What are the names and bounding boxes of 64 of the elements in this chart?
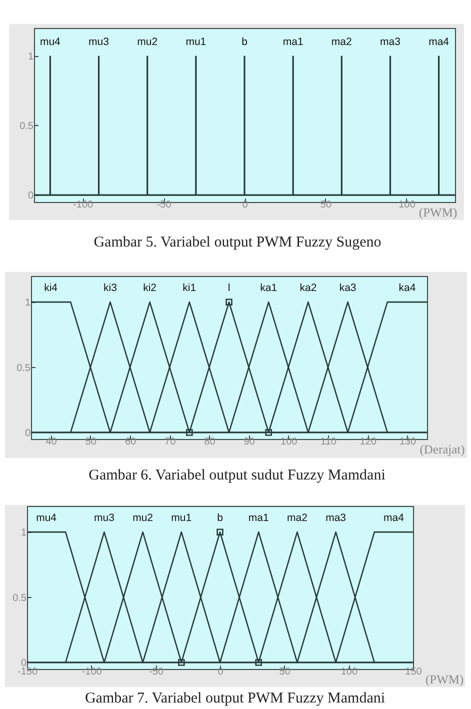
- series-label: b: [217, 512, 224, 524]
- series-label: mu3: [88, 36, 110, 48]
- series-label: ma4: [428, 36, 450, 48]
- series-label: ka3: [339, 282, 356, 294]
- series-label: mu2: [137, 36, 158, 48]
- series-label: mu3: [94, 512, 115, 524]
- x-tick-label: 0: [242, 200, 248, 210]
- x-axis-title: (Derajat): [420, 442, 465, 456]
- series-label: mu4: [40, 36, 61, 48]
- x-tick-label: 0: [218, 666, 224, 678]
- x-tick-label: 50: [85, 436, 97, 448]
- x-tick-label: 80: [204, 436, 216, 448]
- x-tick-label: 50: [279, 666, 291, 678]
- series-label: ka1: [260, 282, 278, 294]
- series-label: l: [228, 282, 230, 294]
- series-label: mu1: [171, 512, 192, 524]
- y-tick-label: 0.5: [16, 362, 31, 374]
- y-tick-label: 0: [28, 190, 34, 202]
- text: Gambar 5. Variabel output PWM Fuzzy Sugeno: [94, 234, 382, 250]
- series-label: ma2: [331, 36, 352, 48]
- text: Gambar 6. Variabel output sudut Fuzzy Mamdani: [88, 468, 386, 484]
- y-tick-label: 1: [20, 528, 27, 539]
- series-label: ki3: [103, 282, 118, 294]
- series-label: ki2: [143, 282, 157, 294]
- x-tick-label: -100: [73, 200, 94, 210]
- y-tick-label: 1: [24, 298, 31, 309]
- series-label: ma1: [282, 36, 304, 48]
- x-tick-label: 100: [280, 436, 298, 448]
- series-label: mu4: [36, 512, 57, 524]
- x-tick-label: 110: [320, 436, 337, 448]
- x-tick-label: 100: [340, 666, 358, 678]
- series-label: mu2: [132, 512, 154, 524]
- series-label: ka4: [398, 282, 416, 294]
- y-tick-label: 0.5: [12, 592, 27, 604]
- x-tick-label: -50: [148, 666, 164, 678]
- series-label: ma4: [383, 512, 404, 524]
- x-tick-label: 50: [320, 200, 332, 210]
- series-label: ki1: [182, 282, 196, 294]
- x-tick-label: 40: [46, 436, 58, 448]
- x-tick-label: 100: [398, 200, 416, 210]
- text: Gambar 7. Variabel output PWM Fuzzy Mamdani: [84, 690, 386, 706]
- x-tick-label: 70: [164, 436, 176, 448]
- y-tick-label: 1: [28, 51, 34, 62]
- series-label: ka2: [300, 282, 317, 294]
- series-label: ma3: [380, 36, 401, 48]
- x-tick-label: -150: [17, 666, 38, 678]
- y-tick-label: 0.5: [20, 120, 34, 132]
- series-label: ma2: [286, 512, 308, 524]
- series-label: ma1: [248, 512, 269, 524]
- y-tick-label: 0: [20, 658, 27, 669]
- series-label: ma3: [326, 512, 346, 524]
- x-tick-label: 90: [244, 436, 256, 448]
- x-axis-title: (PWM): [418, 206, 458, 220]
- x-tick-label: 130: [399, 436, 416, 448]
- x-tick-label: -50: [156, 200, 172, 210]
- series-label: ki4: [44, 282, 58, 294]
- x-tick-label: 150: [405, 666, 422, 678]
- series-label: b: [242, 36, 248, 48]
- x-tick-label: 120: [360, 436, 377, 448]
- series-label: mu1: [186, 36, 206, 48]
- y-tick-label: 0: [24, 428, 31, 439]
- x-axis-title: (PWM): [426, 672, 464, 686]
- x-tick-label: 60: [124, 436, 136, 448]
- x-tick-label: -100: [82, 666, 102, 678]
